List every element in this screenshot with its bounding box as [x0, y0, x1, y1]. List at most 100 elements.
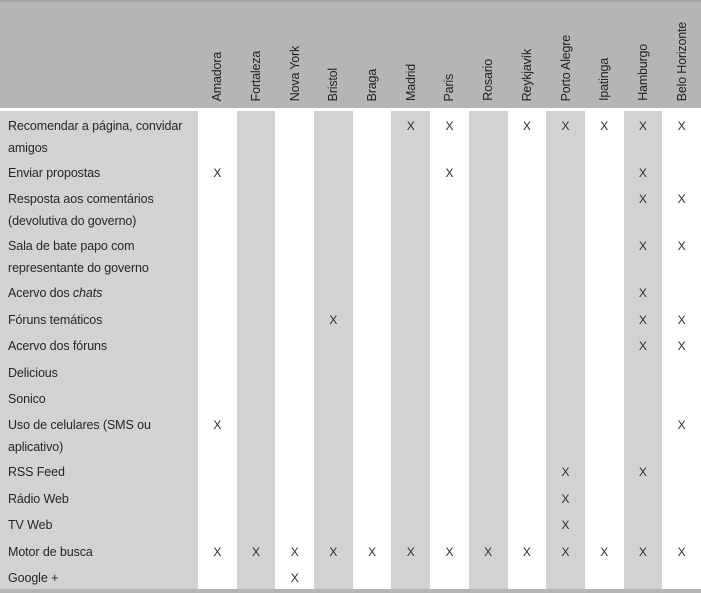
row-label-line: amigos [8, 137, 194, 159]
matrix-cell [430, 410, 469, 457]
matrix-cell [430, 305, 469, 331]
matrix-cell [353, 111, 392, 158]
row-label-line: Uso de celulares (SMS ou [8, 414, 194, 436]
x-mark: X [445, 166, 454, 180]
matrix-cell [662, 484, 701, 510]
table-row: Uso de celulares (SMS ou aplicativo) X X [0, 410, 701, 458]
matrix-cell [508, 563, 547, 589]
column-header: Porto Alegre [546, 2, 585, 108]
matrix-cell [353, 331, 392, 357]
x-mark: X [677, 119, 686, 133]
column-header: Ipatinga [585, 2, 624, 108]
x-mark: X [391, 536, 431, 563]
matrix-cell [275, 510, 314, 536]
matrix-cell [391, 331, 431, 358]
matrix-cell [236, 231, 276, 279]
matrix-cell [585, 158, 624, 184]
x-mark: X [213, 418, 222, 433]
row-label-text: Rádio Web [8, 491, 69, 506]
matrix-cell [391, 278, 431, 305]
matrix-cell [508, 305, 547, 331]
matrix-cell [275, 111, 314, 158]
matrix-cell [275, 231, 314, 278]
matrix-cell [430, 384, 469, 410]
matrix-cell [585, 457, 624, 483]
row-label-line: Rádio Web [8, 488, 194, 510]
matrix-cell [585, 358, 624, 384]
matrix-cell [236, 331, 276, 358]
table-row: Sonico [0, 383, 701, 411]
matrix-cell [236, 158, 276, 185]
matrix-cell [430, 184, 469, 231]
table-row: Delicious [0, 357, 701, 384]
matrix-cell [468, 410, 508, 458]
x-mark: X [677, 544, 686, 559]
table-row: Motor de busca X X X X X X X X X X X X X [0, 536, 701, 563]
matrix-cell [198, 278, 237, 304]
matrix-cell [236, 383, 276, 411]
row-label-line: Acervo dos chats [8, 282, 194, 304]
matrix-cell [275, 158, 314, 184]
matrix-cell [198, 184, 237, 231]
row-label-text: chats [72, 286, 103, 301]
x-mark: X [314, 536, 353, 563]
x-mark: X [445, 544, 454, 559]
x-mark: X [290, 570, 299, 585]
matrix-cell [623, 483, 663, 511]
row-label-line: Sala de bate papo com [8, 235, 194, 257]
matrix-cell [468, 278, 508, 305]
row-label-line: representante do governo [8, 257, 194, 279]
matrix-cell [314, 483, 353, 511]
header-body-divider [0, 108, 701, 111]
matrix-cell [198, 484, 237, 510]
matrix-cell [314, 562, 353, 590]
matrix-cell [275, 331, 314, 357]
matrix-cell [468, 483, 508, 511]
row-label: RSS Feed [0, 457, 198, 484]
table-row: Resposta aos comentários (devolutiva do g… [0, 184, 701, 232]
matrix-cell [468, 331, 508, 358]
x-mark: X [368, 544, 377, 559]
matrix-cell [585, 563, 624, 589]
matrix-cell [508, 231, 547, 278]
matrix-cell [391, 357, 431, 384]
matrix-cell [623, 357, 663, 384]
matrix-cell [353, 457, 392, 483]
column-header-label: Paris [442, 73, 457, 101]
x-mark: X [600, 119, 609, 133]
matrix-cell [314, 231, 353, 279]
matrix-cell [546, 562, 585, 590]
matrix-cell [314, 111, 353, 158]
x-mark: X [623, 331, 663, 358]
matrix-cell [391, 383, 431, 411]
table-row: Enviar propostas X X X [0, 158, 701, 185]
table-row: Sala de bate papo com representante do go… [0, 231, 701, 279]
row-label: Recomendar a página, convidar amigos [0, 111, 198, 158]
matrix-cell [236, 562, 276, 590]
matrix-cell [198, 111, 237, 158]
row-label-text: RSS Feed [8, 465, 65, 480]
matrix-cell [198, 305, 237, 331]
row-label-line: Delicious [8, 362, 194, 384]
x-mark: X [623, 184, 663, 232]
row-label: Acervo dos fóruns [0, 331, 198, 358]
x-mark: X [314, 304, 353, 332]
column-header-label: Porto Alegre [558, 34, 573, 101]
matrix-cell [236, 510, 276, 537]
row-label-text: representante do governo [8, 261, 149, 276]
column-header-label: Braga [365, 68, 380, 101]
matrix-cell [546, 357, 585, 384]
matrix-cell [546, 158, 585, 185]
row-label-text: Uso de celulares (SMS ou [8, 418, 151, 433]
matrix-cell [468, 231, 508, 279]
row-label-text: Fóruns temáticos [8, 312, 103, 327]
x-mark: X [623, 536, 663, 563]
matrix-cell [468, 383, 508, 411]
row-label-line: Fóruns temáticos [8, 309, 194, 331]
matrix-cell [391, 457, 431, 484]
matrix-cell [430, 278, 469, 304]
matrix-cell [546, 304, 585, 332]
row-label: Resposta aos comentários (devolutiva do g… [0, 184, 198, 232]
